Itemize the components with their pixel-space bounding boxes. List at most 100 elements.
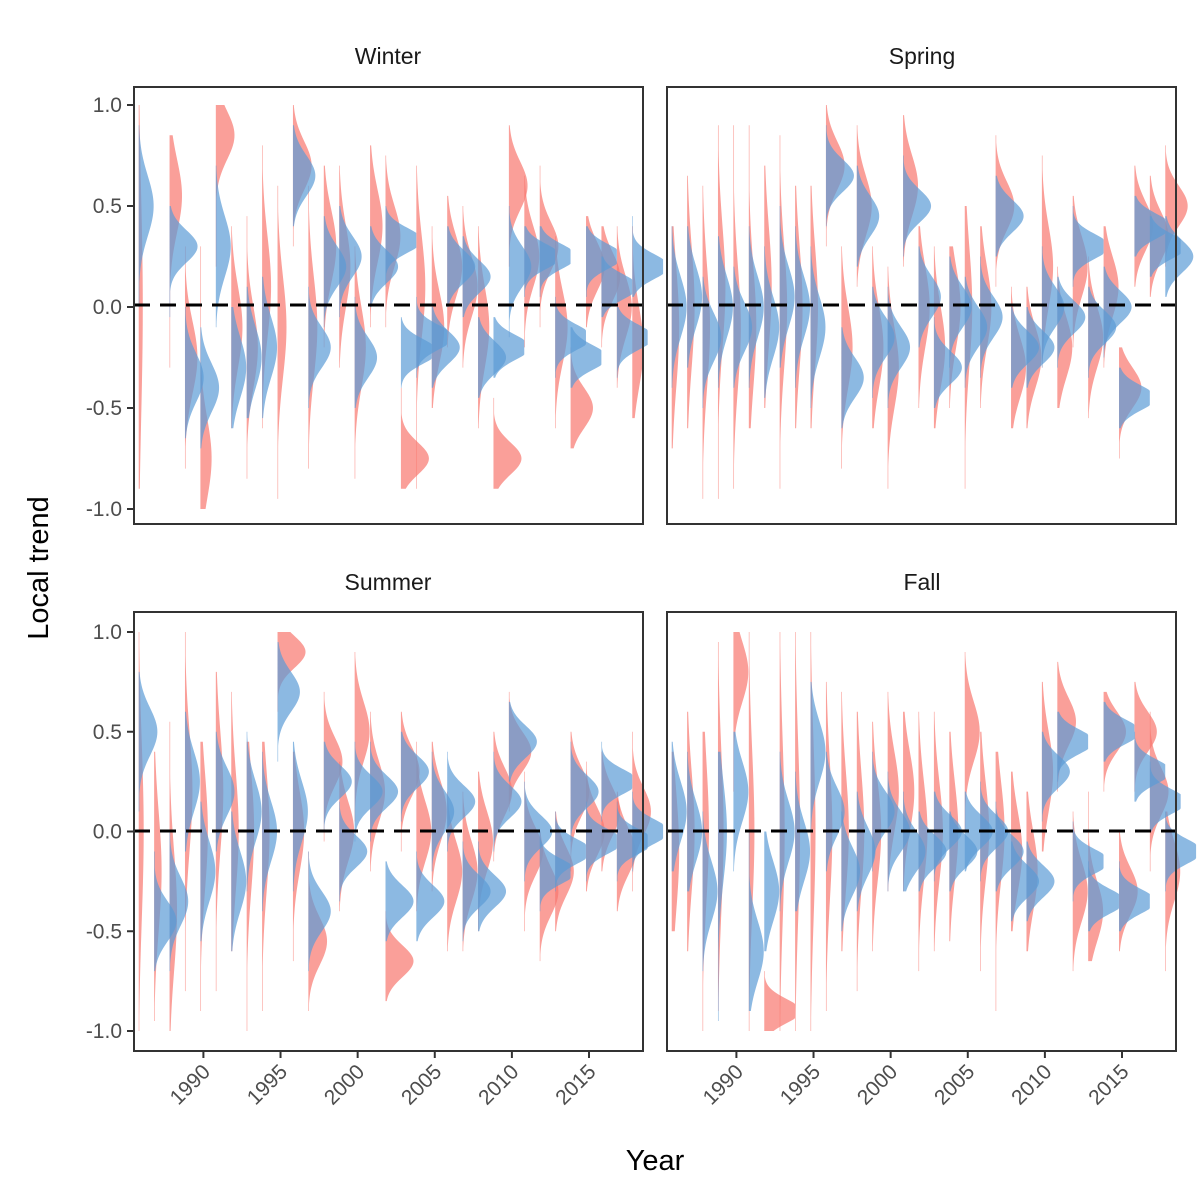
blue-density-1990 — [733, 731, 749, 872]
blue-density-2004 — [416, 851, 445, 942]
y-tick-label: 0.5 — [93, 195, 122, 218]
blue-density-1995 — [810, 246, 826, 408]
blue-density-2002 — [385, 861, 414, 942]
blue-density-1992 — [764, 831, 780, 952]
blue-density-2001 — [370, 226, 399, 307]
blue-density-2007 — [995, 801, 1024, 892]
red-density-1990 — [200, 246, 212, 509]
blue-density-1988 — [169, 831, 189, 972]
blue-density-2016 — [601, 741, 633, 822]
blue-density-2013 — [1088, 286, 1117, 378]
red-density-2014 — [570, 347, 593, 449]
y-tick-label: 1.0 — [93, 621, 122, 644]
blue-density-1988 — [169, 206, 198, 318]
blue-density-2007 — [995, 175, 1024, 257]
blue-density-2005 — [431, 307, 460, 388]
blue-density-2005 — [964, 791, 993, 872]
y-tick-label: 0.5 — [93, 721, 122, 744]
blue-density-2013 — [1088, 861, 1119, 932]
red-density-1995 — [277, 185, 287, 499]
blue-density-2016 — [1134, 731, 1166, 802]
red-density-2009 — [493, 397, 522, 489]
blue-density-2012 — [539, 226, 571, 297]
panel-border — [133, 86, 644, 525]
blue-density-2006 — [447, 226, 476, 307]
blue-density-2017 — [1149, 761, 1181, 832]
blue-density-1991 — [215, 731, 235, 852]
red-density-1995 — [277, 632, 306, 712]
panel-border — [666, 611, 1177, 1052]
blue-density-1986 — [671, 741, 687, 872]
blue-density-1998 — [323, 741, 352, 832]
blue-density-2000 — [887, 771, 911, 892]
blue-density-1992 — [231, 811, 247, 952]
blue-density-2012 — [1072, 206, 1104, 287]
blue-density-1998 — [856, 791, 876, 912]
blue-density-2006 — [980, 256, 1003, 378]
red-density-1992 — [764, 971, 796, 1031]
blue-density-2010 — [508, 701, 537, 782]
y-tick-label: -1.0 — [86, 498, 122, 521]
blue-density-1989 — [717, 751, 727, 1022]
blue-density-2018 — [1165, 216, 1194, 297]
blue-density-2008 — [478, 317, 507, 398]
blue-density-1999 — [339, 801, 368, 902]
blue-density-2005 — [964, 276, 988, 388]
blue-density-1988 — [702, 811, 718, 972]
y-tick-label: -0.5 — [86, 397, 122, 420]
blue-density-2015 — [586, 226, 617, 297]
blue-density-2018 — [632, 791, 664, 872]
blue-density-1995 — [277, 641, 300, 762]
blue-density-1990 — [200, 327, 220, 449]
panel-spring: Spring — [666, 43, 1194, 525]
red-density-2002 — [385, 911, 414, 1002]
blue-density-2006 — [447, 751, 476, 852]
panel-title-winter: Winter — [355, 43, 422, 69]
blue-density-1998 — [856, 165, 880, 267]
blue-density-2012 — [1072, 821, 1104, 902]
blue-density-1993 — [246, 731, 262, 892]
blue-density-1996 — [292, 741, 308, 892]
panel-title-spring: Spring — [889, 43, 955, 69]
blue-density-2013 — [555, 296, 586, 378]
blue-density-2015 — [586, 801, 617, 882]
red-density-2010 — [508, 125, 528, 267]
blue-density-1999 — [872, 751, 895, 872]
red-density-1988 — [169, 135, 182, 368]
blue-density-1989 — [184, 711, 200, 852]
blue-density-2001 — [903, 155, 932, 257]
blue-density-1989 — [717, 236, 733, 388]
blue-density-1999 — [872, 286, 895, 398]
blue-density-1987 — [154, 851, 177, 972]
blue-density-2008 — [1011, 841, 1040, 922]
blue-density-1994 — [262, 276, 278, 419]
blue-density-2002 — [385, 206, 417, 287]
blue-density-1997 — [308, 851, 331, 972]
blue-density-2016 — [1134, 195, 1166, 257]
blue-density-2018 — [632, 216, 664, 297]
panel-spring-marks — [671, 105, 1194, 499]
blue-density-1995 — [810, 681, 826, 832]
red-density-1991 — [215, 105, 235, 267]
blue-density-2017 — [616, 801, 648, 882]
blue-density-1994 — [795, 226, 811, 388]
blue-density-2016 — [601, 256, 633, 318]
panel-winter: Winter — [133, 43, 664, 525]
blue-density-1996 — [825, 751, 845, 872]
blue-density-2009 — [493, 751, 522, 852]
blue-density-2003 — [933, 791, 962, 882]
y-tick-label: 0.0 — [93, 296, 122, 319]
blue-density-1994 — [795, 771, 811, 912]
blue-density-1993 — [779, 206, 795, 368]
blue-density-2008 — [478, 841, 507, 932]
blue-density-2011 — [1057, 276, 1086, 368]
blue-density-2012 — [539, 831, 571, 912]
blue-density-2007 — [462, 841, 491, 942]
blue-density-2011 — [1057, 711, 1089, 782]
blue-density-2017 — [1149, 216, 1181, 277]
blue-density-1991 — [215, 165, 231, 328]
x-axis-title: Year — [626, 1145, 685, 1177]
blue-density-1999 — [339, 206, 362, 318]
panel-border — [666, 86, 1177, 525]
blue-density-2000 — [354, 296, 378, 408]
